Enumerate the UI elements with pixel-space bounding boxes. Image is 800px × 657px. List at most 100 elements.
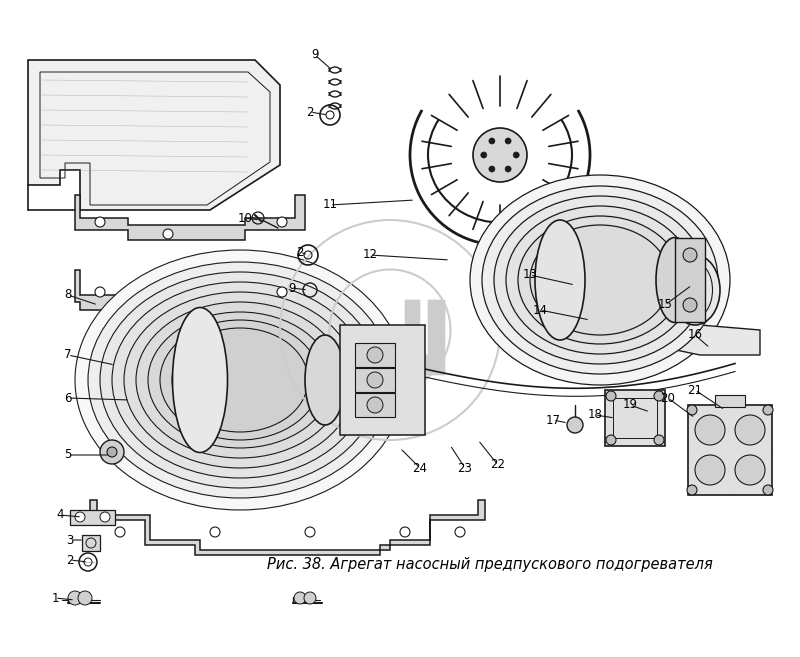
Circle shape: [277, 287, 287, 297]
Bar: [355, 368, 395, 392]
Text: 20: 20: [661, 392, 675, 405]
Circle shape: [505, 166, 511, 172]
Text: 9: 9: [288, 281, 296, 294]
Ellipse shape: [482, 186, 718, 374]
Text: 18: 18: [587, 409, 602, 422]
Polygon shape: [580, 310, 760, 355]
Bar: [675, 238, 705, 322]
Circle shape: [95, 287, 105, 297]
Circle shape: [683, 298, 697, 312]
Circle shape: [763, 405, 773, 415]
Circle shape: [606, 435, 616, 445]
Circle shape: [100, 512, 110, 522]
Circle shape: [75, 512, 85, 522]
Polygon shape: [28, 60, 280, 210]
Circle shape: [567, 417, 583, 433]
Ellipse shape: [530, 225, 670, 335]
Ellipse shape: [88, 262, 392, 498]
Text: 6: 6: [64, 392, 72, 405]
Circle shape: [294, 592, 306, 604]
Polygon shape: [90, 500, 485, 555]
Circle shape: [489, 166, 495, 172]
Text: 21: 21: [687, 384, 702, 397]
Circle shape: [481, 152, 486, 158]
Text: 7: 7: [64, 348, 72, 361]
Text: 8: 8: [64, 288, 72, 302]
Ellipse shape: [494, 196, 706, 364]
Ellipse shape: [506, 206, 694, 354]
Circle shape: [68, 591, 82, 605]
Bar: [613, 398, 657, 438]
Ellipse shape: [160, 320, 320, 440]
Circle shape: [687, 282, 703, 298]
Bar: [688, 405, 772, 495]
Circle shape: [305, 527, 315, 537]
Polygon shape: [335, 300, 380, 375]
Ellipse shape: [124, 292, 356, 468]
Bar: [355, 393, 395, 417]
Ellipse shape: [172, 328, 308, 432]
Text: 2: 2: [66, 553, 74, 566]
Text: 12: 12: [362, 248, 378, 261]
Circle shape: [100, 440, 124, 464]
Text: 16: 16: [687, 328, 702, 342]
Bar: [715, 395, 745, 407]
Circle shape: [505, 138, 511, 144]
Ellipse shape: [112, 282, 368, 478]
Text: 13: 13: [522, 269, 538, 281]
Text: 11: 11: [322, 198, 338, 212]
Ellipse shape: [518, 216, 682, 344]
Text: 17: 17: [546, 413, 561, 426]
Ellipse shape: [535, 220, 585, 340]
Circle shape: [304, 592, 316, 604]
Text: 3: 3: [66, 533, 74, 547]
Circle shape: [489, 138, 495, 144]
Circle shape: [277, 217, 287, 227]
Circle shape: [514, 152, 519, 158]
Text: 14: 14: [533, 304, 547, 317]
Circle shape: [163, 229, 173, 239]
Circle shape: [735, 455, 765, 485]
Text: 4: 4: [56, 509, 64, 522]
Ellipse shape: [173, 307, 227, 453]
Ellipse shape: [148, 312, 332, 448]
Ellipse shape: [670, 255, 720, 325]
Circle shape: [400, 527, 410, 537]
Ellipse shape: [100, 272, 380, 488]
Text: 24: 24: [413, 461, 427, 474]
Polygon shape: [70, 510, 115, 525]
Circle shape: [95, 217, 105, 227]
Bar: [605, 390, 665, 446]
Text: 2: 2: [296, 246, 304, 258]
Ellipse shape: [656, 237, 694, 323]
Text: Рис. 38. Агрегат насосный предпускового подогревателя: Рис. 38. Агрегат насосный предпускового …: [267, 558, 713, 572]
Circle shape: [115, 527, 125, 537]
Circle shape: [735, 415, 765, 445]
Bar: [355, 343, 395, 367]
Circle shape: [654, 435, 664, 445]
Text: 1: 1: [51, 591, 58, 604]
Circle shape: [367, 347, 383, 363]
Circle shape: [695, 415, 725, 445]
Text: 15: 15: [658, 298, 673, 311]
Ellipse shape: [305, 335, 345, 425]
Circle shape: [455, 527, 465, 537]
Circle shape: [107, 447, 117, 457]
Ellipse shape: [136, 302, 344, 458]
Text: 9: 9: [311, 49, 318, 62]
Text: 19: 19: [622, 399, 638, 411]
Text: 10: 10: [238, 212, 253, 225]
Bar: [82, 535, 100, 551]
Circle shape: [687, 485, 697, 495]
Circle shape: [687, 405, 697, 415]
Circle shape: [367, 397, 383, 413]
Polygon shape: [75, 195, 305, 240]
Circle shape: [473, 128, 527, 182]
Ellipse shape: [470, 175, 730, 385]
Text: 5: 5: [64, 449, 72, 461]
Ellipse shape: [75, 250, 405, 510]
Circle shape: [763, 485, 773, 495]
Circle shape: [695, 455, 725, 485]
Text: 22: 22: [490, 459, 506, 472]
Circle shape: [654, 391, 664, 401]
